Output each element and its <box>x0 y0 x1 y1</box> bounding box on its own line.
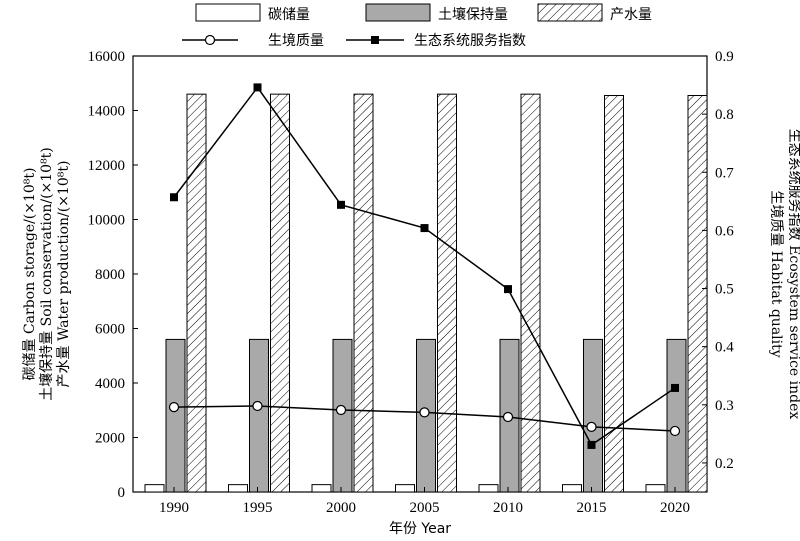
bar-soil-1995 <box>249 338 269 493</box>
bar-water-2015 <box>604 95 624 493</box>
axes: 0 2000 4000 6000 8000 10000 12000 14000 16000 0.2… <box>88 49 735 516</box>
bar-water-1995 <box>270 93 290 493</box>
point-esi-2020 <box>671 383 679 392</box>
legend-item-carbon: 碳储量 <box>195 3 310 23</box>
bar-water-1990 <box>186 93 207 493</box>
left-axis-title-2: 土壤保持量 Soil conservation/(×10⁸t) <box>38 147 55 401</box>
left-axis-title-water: 产水量 Water production/(×10⁸t) <box>56 161 72 388</box>
x-tick-label-1995: 1995 <box>243 500 273 516</box>
point-habitat-2015 <box>586 421 597 432</box>
left-axis-title-1: 碳储量 Carbon storage/(×10⁸t) <box>22 167 38 380</box>
right-tick-label-0.7: 0.7 <box>715 165 734 181</box>
right-tick-label-0.2: 0.2 <box>715 456 734 472</box>
point-habitat-1990 <box>168 402 180 413</box>
right-tick-label-0.9: 0.9 <box>715 49 734 65</box>
legend-item-water: 产水量 <box>537 3 652 23</box>
legend-item-habitat: 生境质量 <box>182 33 324 49</box>
point-esi-2015 <box>587 440 596 449</box>
x-tick-label-2010: 2010 <box>493 500 523 516</box>
point-habitat-2005 <box>419 407 430 418</box>
x-tick-label-2005: 2005 <box>410 500 440 516</box>
right-tick-label-0.8: 0.8 <box>715 107 734 123</box>
left-axis-title-carbon: 碳储量 Carbon storage/(×10⁸t) <box>22 167 38 380</box>
bar-carbon-2005 <box>395 484 415 493</box>
bar-carbon-2020 <box>645 484 666 493</box>
bar-water-2010 <box>520 93 541 493</box>
legend-label-soil: 土壤保持量 <box>438 6 508 23</box>
point-esi-2005 <box>420 224 429 233</box>
point-esi-2000 <box>337 200 345 209</box>
left-tick-label-0: 0 <box>118 485 126 501</box>
x-tick-label-2020: 2020 <box>660 500 690 516</box>
legend-label-water: 产水量 <box>610 7 652 23</box>
right-axis-title-1: 生境质量 Habitat quality <box>768 190 784 357</box>
point-esi-2010 <box>504 285 512 294</box>
legend-label-habitat: 生境质量 <box>268 33 324 49</box>
left-tick-label-2000: 2000 <box>95 431 125 447</box>
left-tick-label-16000: 16000 <box>88 49 126 65</box>
legend-swatch-water <box>537 3 603 22</box>
bar-water-2005 <box>437 93 457 493</box>
left-tick-label-10000: 10000 <box>88 213 126 229</box>
legend-item-esi: 生态系统服务指数 <box>346 33 526 49</box>
bar-water-2020 <box>687 95 708 493</box>
legend-swatch-carbon <box>195 3 261 22</box>
left-axis-title-soil: 土壤保持量 Soil conservation/(×10⁸t) <box>38 147 55 401</box>
legend-label-carbon: 碳储量 <box>268 7 310 23</box>
bar-carbon-2015 <box>562 484 582 493</box>
point-habitat-2020 <box>669 425 681 437</box>
legend-item-soil: 土壤保持量 <box>365 3 508 23</box>
x-axis-title: 年份 Year <box>389 521 451 537</box>
bar-water-2000 <box>353 93 374 493</box>
left-tick-label-4000: 4000 <box>95 376 125 392</box>
bar-carbon-1995 <box>228 484 248 493</box>
point-habitat-2010 <box>502 411 514 423</box>
left-tick-label-12000: 12000 <box>88 158 126 174</box>
legend-swatch-soil <box>365 3 431 22</box>
left-tick-label-8000: 8000 <box>95 267 125 283</box>
right-axis-title-2: 生态系统服务指数 Ecosystem service index <box>786 129 800 420</box>
lines <box>168 83 681 449</box>
bar-soil-2000 <box>332 338 353 493</box>
legend-label-esi: 生态系统服务指数 <box>414 33 526 49</box>
bars <box>144 93 708 493</box>
bar-carbon-1990 <box>144 484 165 493</box>
bar-soil-2020 <box>666 338 687 493</box>
point-habitat-1995 <box>252 400 263 412</box>
left-tick-label-14000: 14000 <box>88 104 126 120</box>
bar-soil-1990 <box>165 338 186 493</box>
x-tick-label-2015: 2015 <box>577 500 607 516</box>
right-tick-label-0.4: 0.4 <box>715 340 734 356</box>
bar-soil-2015 <box>583 338 603 493</box>
point-esi-1990 <box>170 193 178 202</box>
left-tick-label-6000: 6000 <box>95 322 125 338</box>
right-axis-title-habitat: 生境质量 Habitat quality <box>768 190 784 357</box>
right-tick-label-0.6: 0.6 <box>715 223 734 239</box>
legend-marker-habitat <box>204 34 216 46</box>
legend-marker-esi <box>371 36 379 44</box>
legend: 碳储量 土壤保持量 产水量 生境质量 生态系统服务指数 <box>182 3 652 49</box>
bar-carbon-2000 <box>311 484 332 493</box>
right-axis-title-esi: 生态系统服务指数 Ecosystem service index <box>786 129 800 420</box>
point-habitat-2000 <box>335 404 347 416</box>
bar-carbon-2010 <box>478 484 499 493</box>
right-tick-label-0.3: 0.3 <box>715 398 734 414</box>
x-tick-label-1990: 1990 <box>159 500 189 516</box>
point-esi-1995 <box>253 83 262 92</box>
x-tick-label-2000: 2000 <box>326 500 356 516</box>
right-tick-label-0.5: 0.5 <box>715 282 734 298</box>
left-axis-title-3: 产水量 Water production/(×10⁸t) <box>56 161 72 388</box>
